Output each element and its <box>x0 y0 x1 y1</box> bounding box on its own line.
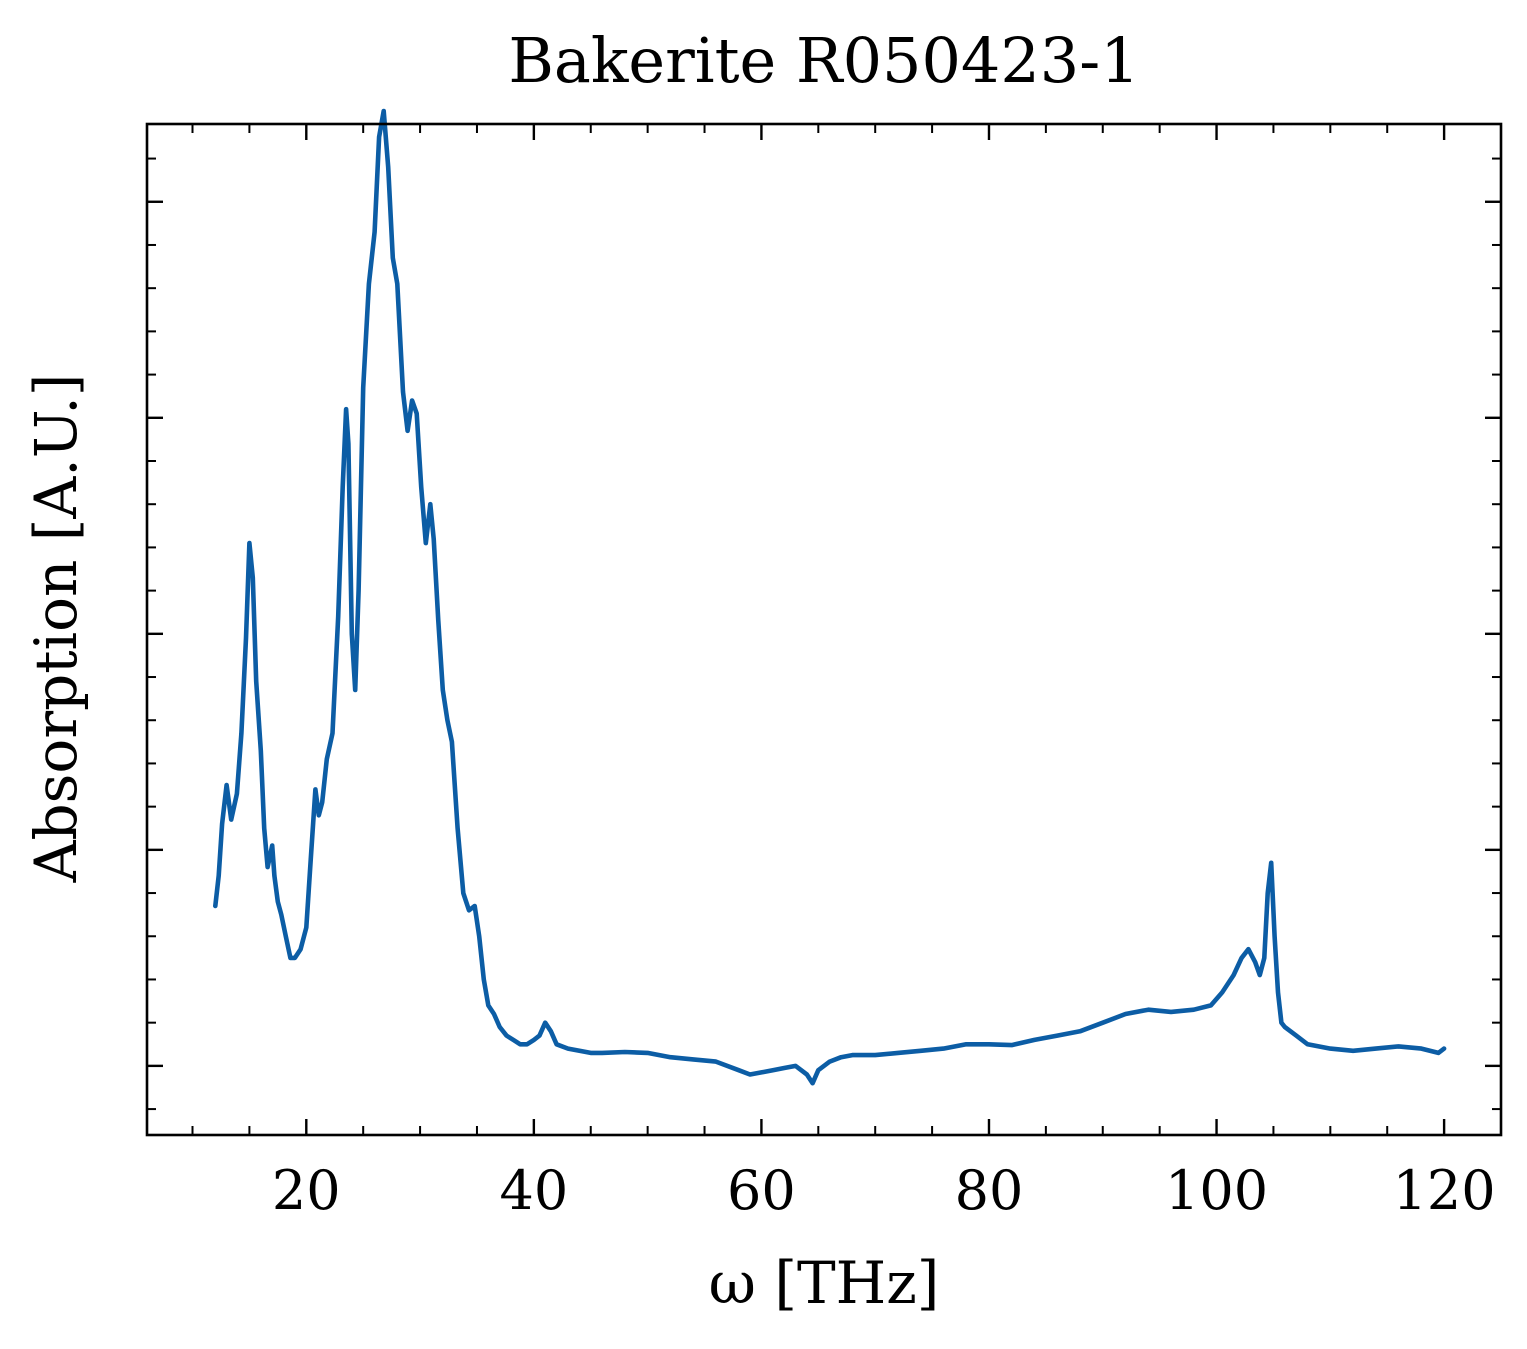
absorption-series-line <box>213 108 1447 1086</box>
x-axis-label: ω [THz] <box>709 1249 940 1317</box>
x-tick-label: 100 <box>1165 1159 1268 1222</box>
x-tick-label: 60 <box>727 1159 796 1222</box>
y-axis-label: Absorption [A.U.] <box>22 374 90 884</box>
x-tick-label: 20 <box>272 1159 341 1222</box>
plot-area: 20 40 60 80 100 120 <box>145 108 1503 1222</box>
plot-frame <box>145 122 1503 1137</box>
x-tick-label: 40 <box>499 1159 568 1222</box>
x-tick-label: 120 <box>1393 1159 1496 1222</box>
x-tick-label: 80 <box>955 1159 1024 1222</box>
chart-title: Bakerite R050423-1 <box>508 24 1139 97</box>
